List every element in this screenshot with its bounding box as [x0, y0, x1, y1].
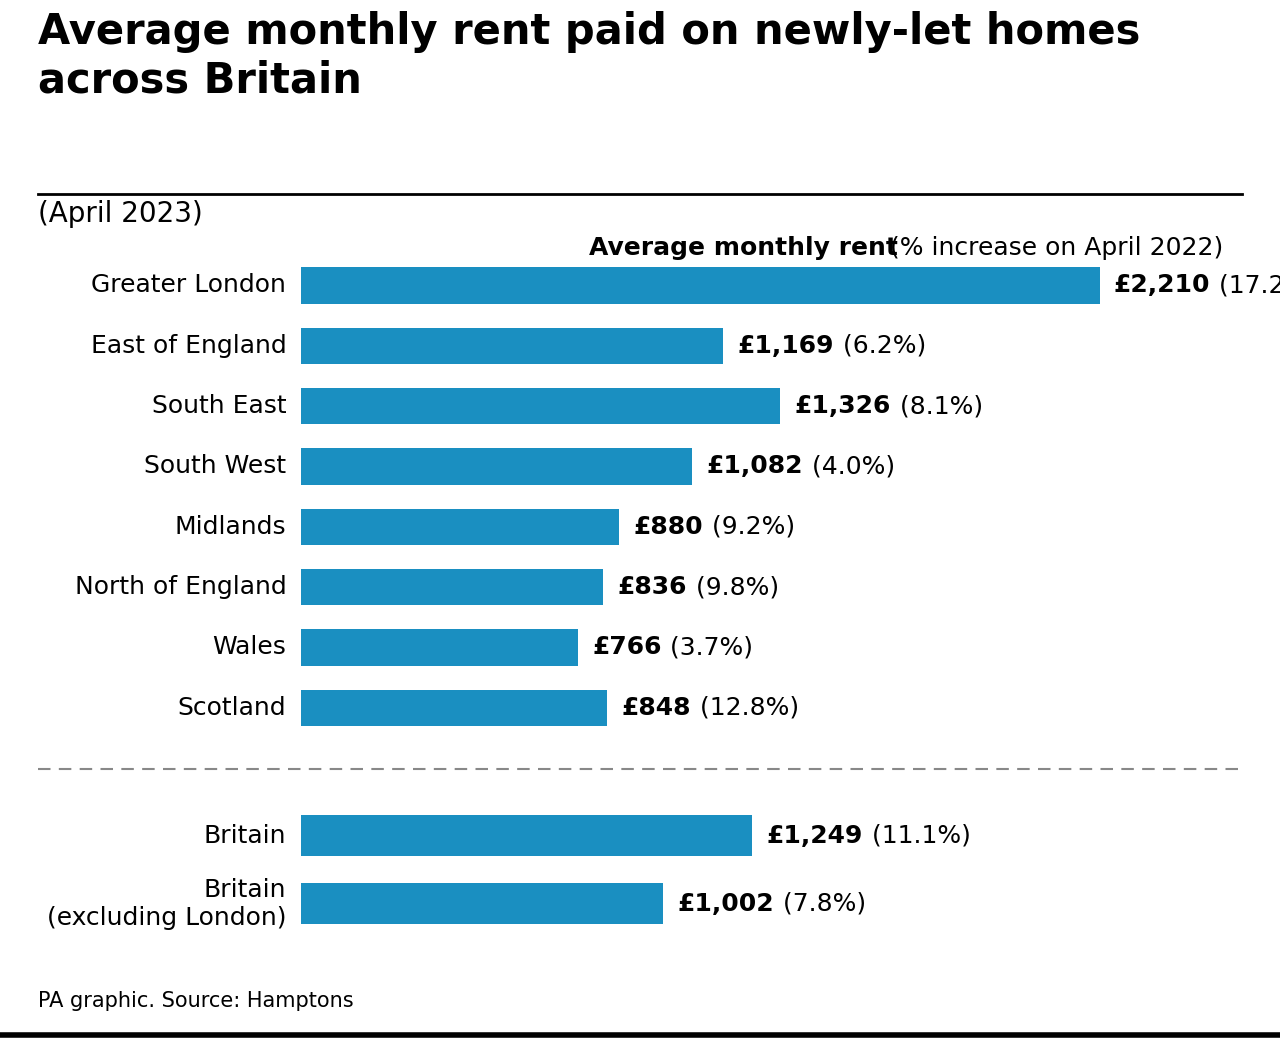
Text: East of England: East of England [91, 334, 287, 357]
Text: (17.2%): (17.2%) [1211, 273, 1280, 297]
Text: £880: £880 [634, 515, 703, 539]
Text: (3.7%): (3.7%) [662, 636, 754, 659]
Text: £1,169: £1,169 [737, 334, 835, 357]
Text: PA graphic. Source: Hamptons: PA graphic. Source: Hamptons [38, 991, 355, 1011]
Bar [301, 630, 577, 665]
Text: Scotland: Scotland [178, 696, 287, 720]
Bar [301, 509, 618, 544]
Bar [301, 816, 753, 857]
Text: £836: £836 [617, 575, 687, 599]
Text: Average monthly rent: Average monthly rent [589, 236, 897, 261]
Text: (% increase on April 2022): (% increase on April 2022) [890, 236, 1222, 261]
Text: £2,210: £2,210 [1114, 273, 1211, 297]
Text: (April 2023): (April 2023) [38, 200, 204, 228]
Text: Britain
(excluding London): Britain (excluding London) [47, 878, 287, 929]
Text: Midlands: Midlands [174, 515, 287, 539]
Text: £848: £848 [622, 696, 691, 720]
Text: (9.8%): (9.8%) [687, 575, 778, 599]
Text: Greater London: Greater London [91, 273, 287, 297]
Text: (4.0%): (4.0%) [804, 454, 895, 478]
Bar [301, 388, 780, 425]
Text: £1,082: £1,082 [707, 454, 803, 478]
Bar [301, 328, 723, 364]
Text: £1,326: £1,326 [795, 394, 891, 418]
Text: Average monthly rent paid on newly-let homes
across Britain: Average monthly rent paid on newly-let h… [38, 11, 1140, 101]
Bar [301, 883, 663, 924]
Bar [301, 569, 603, 605]
Text: £1,249: £1,249 [767, 824, 863, 848]
Bar [301, 449, 692, 485]
Text: (6.2%): (6.2%) [835, 334, 927, 357]
Text: £766: £766 [593, 636, 662, 659]
Text: Britain: Britain [204, 824, 287, 848]
Text: North of England: North of England [74, 575, 287, 599]
Text: South East: South East [152, 394, 287, 418]
Text: Wales: Wales [212, 636, 287, 659]
Text: (7.8%): (7.8%) [774, 891, 865, 915]
Text: (12.8%): (12.8%) [692, 696, 799, 720]
Bar [301, 267, 1100, 304]
Text: South West: South West [145, 454, 287, 478]
Bar [301, 689, 607, 726]
Text: (9.2%): (9.2%) [704, 515, 795, 539]
Text: (8.1%): (8.1%) [892, 394, 983, 418]
Text: £1,002: £1,002 [677, 891, 774, 915]
Text: (11.1%): (11.1%) [864, 824, 970, 848]
